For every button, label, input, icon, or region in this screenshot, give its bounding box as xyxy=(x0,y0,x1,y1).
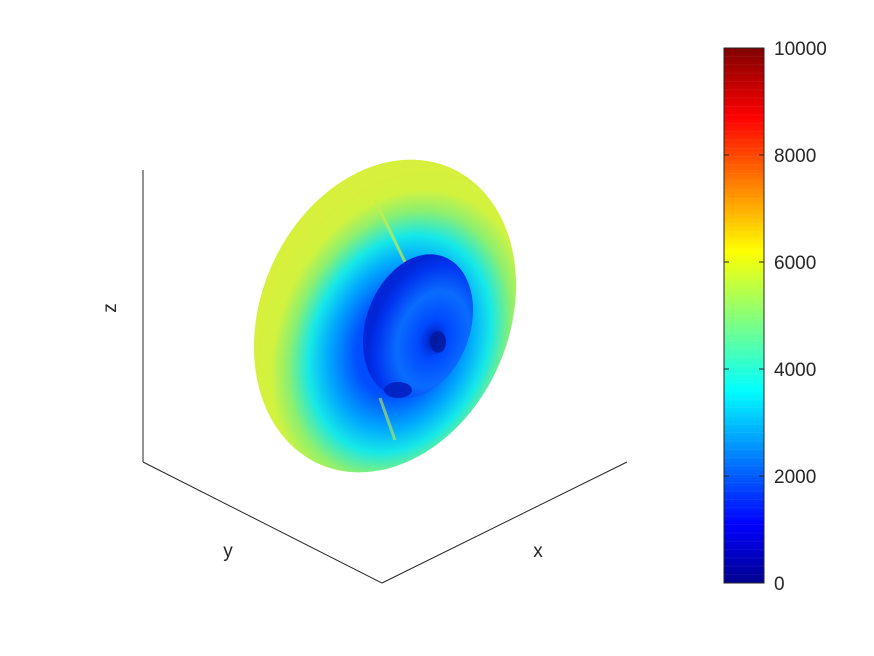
y-axis-label: y xyxy=(223,541,233,562)
colorbar-fill xyxy=(724,48,764,583)
z-axis-label: z xyxy=(100,303,121,313)
surface-seam-lower xyxy=(378,397,397,441)
surface-core xyxy=(430,331,446,353)
colorbar-tick-label: 4000 xyxy=(774,360,816,381)
colorbar-frame xyxy=(723,47,765,584)
y-axis-line xyxy=(142,461,383,584)
axes-3d xyxy=(142,170,628,584)
colorbar-tick-label: 10000 xyxy=(774,39,827,60)
colorbar-ticks: 0 2000 4000 6000 8000 10000 xyxy=(724,39,827,595)
colorbar-tick-label: 0 xyxy=(774,574,785,595)
surface-seam-upper xyxy=(373,199,407,263)
surface-inner-bulge xyxy=(362,254,474,398)
colorbar-tick-label: 6000 xyxy=(774,253,816,274)
surface xyxy=(253,159,517,473)
colorbar: 0 2000 4000 6000 8000 10000 xyxy=(723,39,827,595)
surface-bottom-lobe xyxy=(384,382,412,398)
x-axis-label: x xyxy=(533,541,543,562)
colorbar-tick-label: 2000 xyxy=(774,467,816,488)
x-axis-line xyxy=(381,461,628,584)
colorbar-bands xyxy=(724,47,764,576)
colorbar-tick-label: 8000 xyxy=(774,146,816,167)
